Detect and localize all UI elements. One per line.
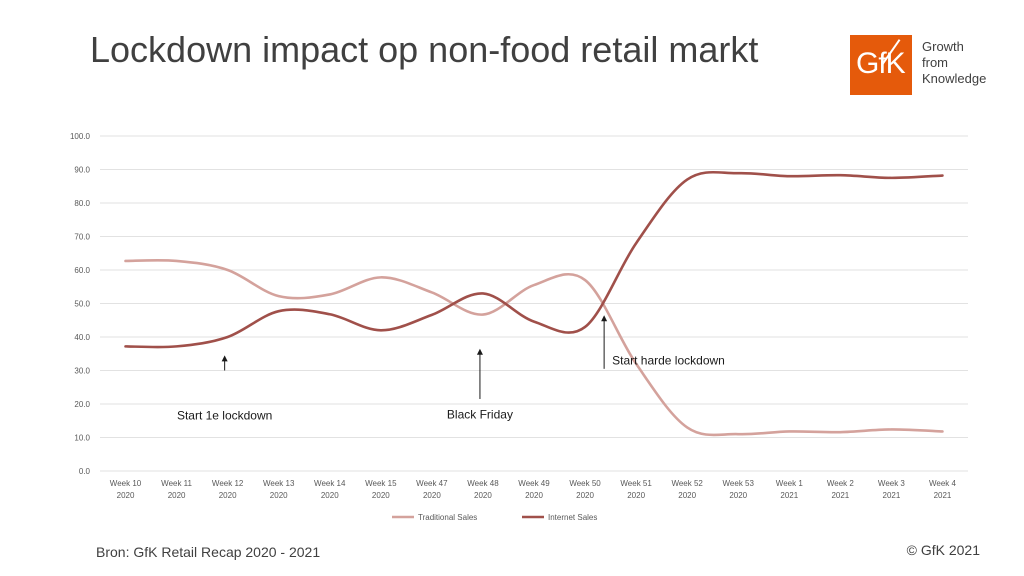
y-tick-label: 10.0 — [74, 434, 90, 443]
x-tick-label: Week 51 — [620, 479, 652, 488]
x-tick-label: Week 11 — [161, 479, 192, 488]
x-tick-label-year: 2020 — [627, 491, 645, 500]
y-tick-label: 60.0 — [74, 266, 90, 275]
x-tick-label-year: 2020 — [321, 491, 339, 500]
x-tick-label: Week 10 — [110, 479, 142, 488]
gfk-logo: GfK Growth from Knowledge — [850, 35, 986, 95]
x-tick-label-year: 2020 — [423, 491, 441, 500]
annotation-label: Black Friday — [447, 408, 513, 422]
x-tick-label: Week 47 — [416, 479, 448, 488]
annotation-label: Start harde lockdown — [612, 353, 725, 367]
y-tick-label: 90.0 — [74, 166, 90, 175]
x-tick-label: Week 3 — [878, 479, 906, 488]
logo-tagline-line1: Growth — [922, 39, 964, 54]
x-tick-label-year: 2020 — [576, 491, 594, 500]
source-note: Bron: GfK Retail Recap 2020 - 2021 — [96, 544, 321, 560]
x-tick-label: Week 52 — [671, 479, 703, 488]
x-tick-label: Week 48 — [467, 479, 499, 488]
x-tick-label-year: 2021 — [934, 491, 952, 500]
x-tick-label: Week 53 — [723, 479, 755, 488]
x-tick-label-year: 2020 — [678, 491, 696, 500]
x-tick-label: Week 1 — [776, 479, 804, 488]
x-tick-label-year: 2021 — [883, 491, 901, 500]
series-line-traditional-sales — [124, 258, 944, 437]
y-tick-label: 20.0 — [74, 400, 90, 409]
copyright-note: © GfK 2021 — [906, 542, 980, 558]
y-tick-label: 30.0 — [74, 367, 90, 376]
y-tick-label: 80.0 — [74, 199, 90, 208]
logo-tagline-line2: from — [922, 55, 948, 70]
line-chart: 0.0 10.0 20.0 30.0 40.0 50.0 60.0 70.0 80.0 90.0 1… — [70, 132, 968, 522]
logo-tagline-line3: Knowledge — [922, 71, 987, 86]
annotation-arrowhead-icon — [476, 348, 483, 355]
y-tick-label: 0.0 — [79, 467, 91, 476]
x-tick-label: Week 49 — [518, 479, 550, 488]
x-tick-label: Week 13 — [263, 479, 295, 488]
x-tick-label: Week 14 — [314, 479, 346, 488]
x-tick-label-year: 2020 — [117, 491, 135, 500]
annotation-label: Start 1e lockdown — [177, 409, 272, 423]
logo-mark-text: GfK — [856, 47, 906, 80]
x-tick-label-year: 2021 — [831, 491, 849, 500]
x-tick-label-year: 2020 — [168, 491, 186, 500]
annotation-arrowhead-icon — [601, 315, 608, 322]
y-tick-label: 40.0 — [74, 333, 90, 342]
annotation-arrowhead-icon — [221, 355, 228, 362]
legend-label: Internet Sales — [548, 513, 597, 522]
x-tick-label-year: 2020 — [474, 491, 492, 500]
logo-tagline: Growth from Knowledge — [922, 35, 986, 87]
legend-label: Traditional Sales — [418, 513, 477, 522]
series-line-internet-sales — [124, 170, 944, 349]
x-tick-label-year: 2020 — [219, 491, 237, 500]
page-title: Lockdown impact op non-food retail markt — [90, 29, 759, 70]
x-tick-label: Week 50 — [569, 479, 601, 488]
x-tick-label: Week 2 — [827, 479, 855, 488]
y-tick-label: 70.0 — [74, 233, 90, 242]
x-tick-label: Week 12 — [212, 479, 244, 488]
x-tick-label: Week 15 — [365, 479, 397, 488]
y-tick-label: 50.0 — [74, 300, 90, 309]
x-tick-label-year: 2020 — [372, 491, 390, 500]
y-tick-label: 100.0 — [70, 132, 91, 141]
x-tick-label-year: 2020 — [729, 491, 747, 500]
x-tick-label-year: 2021 — [780, 491, 798, 500]
gfk-logo-mark: GfK — [850, 35, 912, 95]
x-tick-label-year: 2020 — [525, 491, 543, 500]
x-tick-label: Week 4 — [929, 479, 957, 488]
x-tick-label-year: 2020 — [270, 491, 288, 500]
